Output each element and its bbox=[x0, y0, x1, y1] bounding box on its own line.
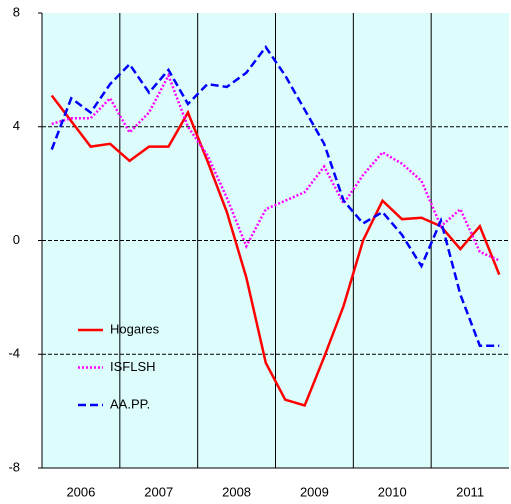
data-line bbox=[50, 44, 500, 347]
y-tick-label: 8 bbox=[13, 4, 20, 19]
data-line bbox=[50, 94, 501, 407]
legend-label: AA.PP. bbox=[110, 396, 150, 411]
y-tick-label: -4 bbox=[8, 346, 20, 361]
x-tick-label: 2009 bbox=[300, 484, 329, 499]
y-tick-label: 4 bbox=[13, 118, 20, 133]
x-tick-label: 2008 bbox=[222, 484, 251, 499]
x-tick-label: 2007 bbox=[144, 484, 173, 499]
legend-label: ISFLSH bbox=[110, 359, 156, 374]
y-tick-label: 0 bbox=[13, 232, 20, 247]
x-tick-label: 2010 bbox=[378, 484, 407, 499]
x-tick-label: 2006 bbox=[66, 484, 95, 499]
data-line bbox=[51, 72, 500, 262]
legend-label: Hogares bbox=[110, 321, 160, 336]
y-tick-label: -8 bbox=[8, 459, 20, 474]
x-tick-label: 2011 bbox=[456, 484, 484, 499]
